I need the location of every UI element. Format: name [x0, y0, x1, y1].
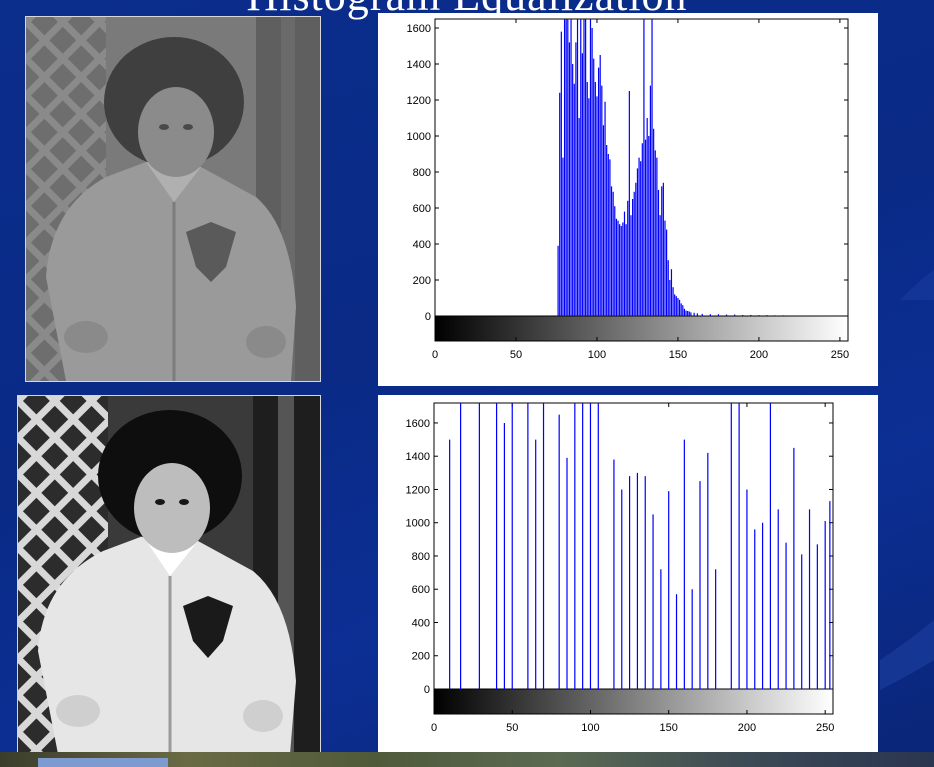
plot-frame [433, 402, 834, 715]
child-photo-low-contrast-icon [26, 17, 320, 381]
x-tick-label: 0 [432, 349, 438, 361]
child-photo-high-contrast-icon [18, 396, 320, 754]
histogram-original-panel: 0 200 400 600 800 1000 1200 1400 1600 0 50 100 150 20… [378, 13, 878, 386]
y-tick-label: 400 [412, 617, 430, 629]
y-tick-label: 200 [413, 275, 431, 287]
x-tick-label: 250 [816, 722, 834, 734]
y-tick-label: 1400 [406, 451, 430, 463]
y-tick-label: 600 [412, 584, 430, 596]
bottom-decoration-tab [38, 758, 168, 767]
y-tick-label: 800 [412, 551, 430, 563]
plot-frame [434, 18, 849, 342]
x-tick-label: 0 [431, 722, 437, 734]
y-tick-label: 400 [413, 239, 431, 251]
y-tick-label: 1000 [406, 518, 430, 530]
y-tick-label: 1600 [407, 23, 431, 35]
y-tick-label: 1400 [407, 59, 431, 71]
x-tick-label: 100 [588, 349, 606, 361]
y-tick-label: 1600 [406, 418, 430, 430]
bottom-decoration-strip [0, 752, 934, 767]
x-tick-label: 250 [831, 349, 849, 361]
equalized-photo [17, 395, 321, 755]
x-tick-label: 200 [738, 722, 756, 734]
histogram-original: 0 200 400 600 800 1000 1200 1400 1600 0 50 100 150 20… [407, 18, 849, 361]
y-tick-label: 1200 [407, 95, 431, 107]
y-tick-label: 1200 [406, 484, 430, 496]
histogram-equalized-panel: 0 200 400 600 800 1000 1200 1400 1600 0 50 100 150 20… [378, 395, 878, 753]
grayscale-bar [434, 689, 833, 714]
y-tick-label: 0 [425, 311, 431, 323]
x-tick-label: 200 [750, 349, 768, 361]
y-tick-label: 200 [412, 651, 430, 663]
x-tick-label: 150 [660, 722, 678, 734]
y-tick-label: 1000 [407, 131, 431, 143]
x-tick-label: 50 [506, 722, 518, 734]
grayscale-bar [435, 316, 848, 341]
y-tick-label: 0 [424, 684, 430, 696]
y-tick-label: 800 [413, 167, 431, 179]
x-tick-label: 150 [669, 349, 687, 361]
original-photo [25, 16, 321, 382]
x-tick-label: 50 [510, 349, 522, 361]
histogram-equalized: 0 200 400 600 800 1000 1200 1400 1600 0 50 100 150 20… [406, 402, 834, 734]
x-tick-label: 100 [581, 722, 599, 734]
y-tick-label: 600 [413, 203, 431, 215]
